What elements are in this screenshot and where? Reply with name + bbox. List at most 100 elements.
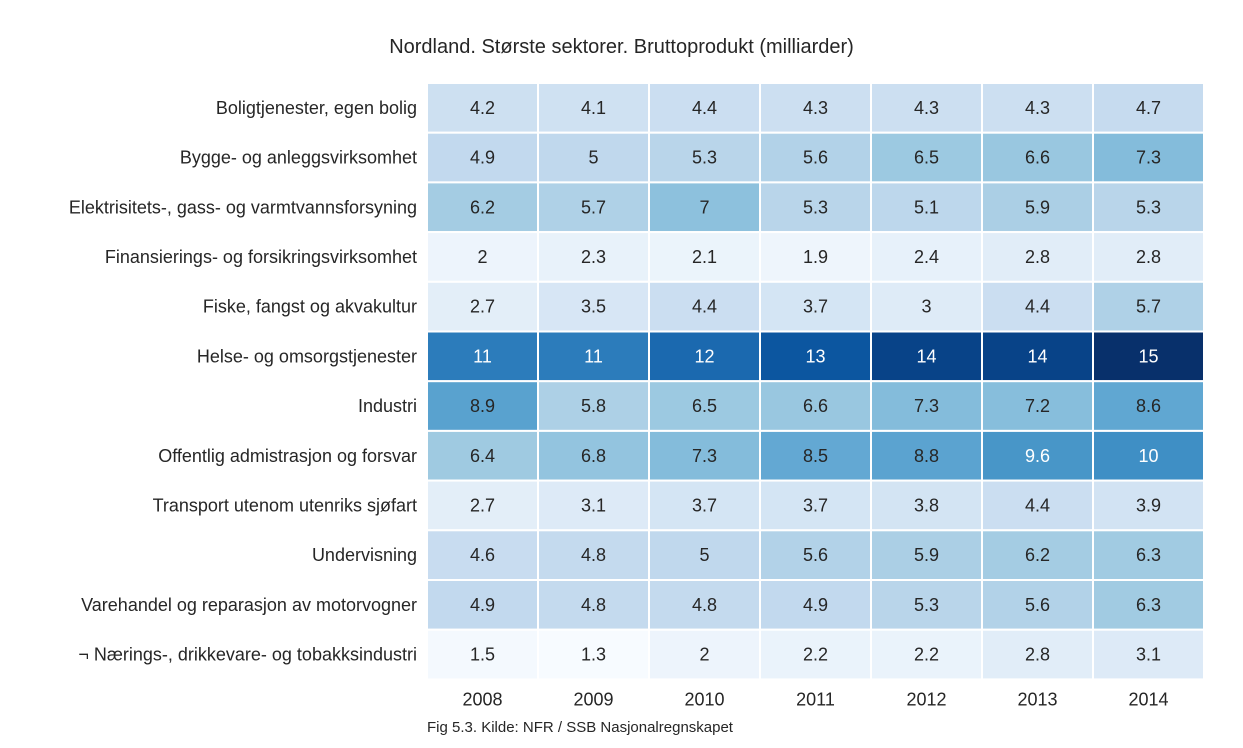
cell-value-label: 4.8 <box>692 595 717 615</box>
cell-value-label: 2.8 <box>1025 645 1050 665</box>
cell-value-label: 14 <box>1027 346 1047 366</box>
heatmap-cell <box>426 181 539 234</box>
heatmap-cell <box>648 628 761 681</box>
cell-value-label: 4.3 <box>803 98 828 118</box>
y-tick-label: ¬ Nærings-, drikkevare- og tobakksindust… <box>78 645 417 665</box>
cell-value-label: 5.9 <box>1025 197 1050 217</box>
cell-value-label: 3.7 <box>803 297 828 317</box>
heatmap-cell <box>981 380 1094 432</box>
cell-value-label: 2.3 <box>581 247 606 267</box>
cell-value-label: 2.4 <box>914 247 939 267</box>
cell-value-label: 2.7 <box>470 495 495 515</box>
cell-value-label: 3.7 <box>803 495 828 515</box>
cell-value-label: 5.6 <box>803 545 828 565</box>
heatmap-cell <box>870 579 983 631</box>
heatmap-cell <box>1092 579 1205 631</box>
y-tick-label: Offentlig admistrasjon og forsvar <box>158 446 417 466</box>
heatmap-cell <box>426 429 539 482</box>
y-tick-label: Fiske, fangst og akvakultur <box>203 297 417 317</box>
heatmap-cell <box>537 131 650 184</box>
y-tick-label: Varehandel og reparasjon av motorvogner <box>81 595 417 615</box>
cell-value-label: 7.3 <box>1136 148 1161 168</box>
cell-value-label: 4.2 <box>470 98 495 118</box>
cell-value-label: 8.5 <box>803 446 828 466</box>
heatmap-cell <box>1092 429 1205 482</box>
chart-title: Nordland. Største sektorer. Bruttoproduk… <box>389 36 854 58</box>
cell-value-label: 3.5 <box>581 297 606 317</box>
y-tick-label: Helse- og omsorgstjenester <box>197 346 417 366</box>
cell-value-label: 6.6 <box>1025 148 1050 168</box>
cell-value-label: 5.9 <box>914 545 939 565</box>
cell-value-label: 3.1 <box>1136 645 1161 665</box>
cell-value-label: 6.2 <box>470 197 495 217</box>
y-tick-label: Transport utenom utenriks sjøfart <box>153 495 417 515</box>
cell-value-label: 4.4 <box>692 297 717 317</box>
cell-value-label: 4.9 <box>803 595 828 615</box>
heatmap-cell <box>1092 628 1205 681</box>
cell-value-label: 6.8 <box>581 446 606 466</box>
cell-value-label: 10 <box>1138 446 1158 466</box>
cell-value-label: 6.3 <box>1136 595 1161 615</box>
heatmap-cell <box>426 280 539 333</box>
cell-value-label: 5.6 <box>1025 595 1050 615</box>
x-tick-label: 2012 <box>906 689 946 709</box>
y-tick-label: Elektrisitets-, gass- og varmtvannsforsy… <box>69 197 417 217</box>
x-tick-label: 2011 <box>796 689 835 709</box>
heatmap-cell <box>1092 231 1205 283</box>
cell-value-label: 13 <box>805 346 825 366</box>
cell-value-label: 4.4 <box>1025 495 1050 515</box>
cell-value-label: 6.5 <box>914 148 939 168</box>
cell-value-label: 4.7 <box>1136 98 1161 118</box>
figure-caption: Fig 5.3. Kilde: NFR / SSB Nasjonalregnsk… <box>427 719 733 736</box>
cell-value-label: 6.3 <box>1136 545 1161 565</box>
cell-value-label: 2.2 <box>803 645 828 665</box>
cell-value-label: 1.9 <box>803 247 828 267</box>
cell-value-label: 5.1 <box>914 197 939 217</box>
heatmap-cell <box>759 330 872 383</box>
cell-value-label: 8.8 <box>914 446 939 466</box>
cell-value-label: 12 <box>694 346 714 366</box>
cell-value-label: 2.7 <box>470 297 495 317</box>
cell-value-label: 4.6 <box>470 545 495 565</box>
heatmap-cell <box>981 82 1094 134</box>
cell-value-label: 2 <box>699 645 709 665</box>
cell-value-label: 5.3 <box>803 197 828 217</box>
x-tick-label: 2013 <box>1017 689 1057 709</box>
heatmap-cell <box>981 330 1094 383</box>
cell-value-label: 4.9 <box>470 595 495 615</box>
heatmap-cell <box>648 330 761 383</box>
heatmap-cell <box>981 628 1094 681</box>
cell-value-label: 4.4 <box>692 98 717 118</box>
cell-value-label: 5.3 <box>692 148 717 168</box>
heatmap-cell <box>426 529 539 581</box>
cell-value-label: 3 <box>921 297 931 317</box>
heatmap-cell <box>759 231 872 283</box>
heatmap-cell <box>1092 479 1205 532</box>
cell-value-label: 14 <box>916 346 936 366</box>
heatmap-cell <box>870 280 983 333</box>
heatmap-cell <box>1092 131 1205 184</box>
heatmap-cell <box>537 429 650 482</box>
cell-value-label: 4.3 <box>914 98 939 118</box>
cell-value-label: 11 <box>473 346 492 366</box>
cell-value-label: 5.8 <box>581 396 606 416</box>
y-tick-label: Bygge- og anleggsvirksomhet <box>180 148 417 168</box>
heatmap-cell <box>870 181 983 234</box>
heatmap-cell <box>1092 181 1205 234</box>
heatmap-cell <box>648 231 761 283</box>
cell-value-label: 5.3 <box>1136 197 1161 217</box>
cell-value-label: 6.4 <box>470 446 495 466</box>
heatmap-cell <box>870 429 983 482</box>
cell-value-label: 3.9 <box>1136 495 1161 515</box>
heatmap-cell <box>981 479 1094 532</box>
cell-value-label: 5 <box>588 148 598 168</box>
y-tick-label: Undervisning <box>312 545 417 565</box>
heatmap-cell <box>426 131 539 184</box>
cell-value-label: 4.8 <box>581 595 606 615</box>
cell-value-label: 5.3 <box>914 595 939 615</box>
x-tick-label: 2008 <box>462 689 502 709</box>
heatmap-cell <box>426 380 539 432</box>
cell-value-label: 3.8 <box>914 495 939 515</box>
heatmap-cell <box>537 330 650 383</box>
cell-value-label: 2.8 <box>1136 247 1161 267</box>
